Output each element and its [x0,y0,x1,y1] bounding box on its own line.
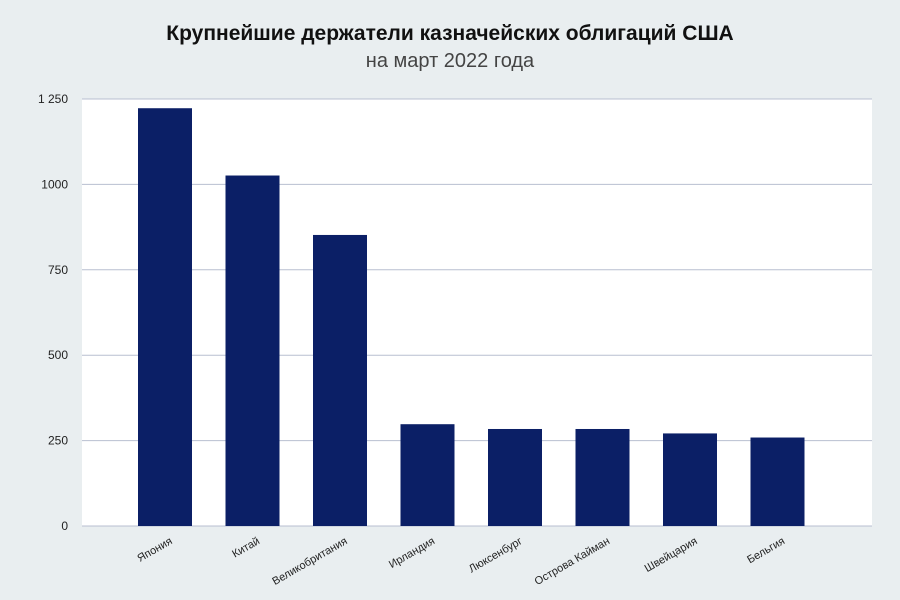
bar [313,234,367,527]
x-category-label: Китай [230,535,262,560]
grid-lines [82,98,872,527]
plot-area [82,99,872,526]
y-tick-label: 250 [48,434,68,448]
y-axis-tick-labels: 0 250 500 750 1000 1 250 [38,92,68,533]
y-tick-label: 750 [48,263,68,277]
y-tick-label: 1 250 [38,92,68,106]
x-axis-category-labels: Япония Китай Великобритания Ирландия Люксенб… [135,535,787,588]
bar [225,175,280,526]
chart-subtitle: на март 2022 года [365,50,535,72]
bar [663,433,717,526]
bars [138,108,805,527]
x-category-label: Швейцария [643,535,700,575]
bar [138,108,192,526]
bar [400,424,455,526]
x-category-label: Великобритания [270,535,349,588]
bar [488,428,542,526]
x-category-label: Люксенбург [467,535,525,575]
bar [575,428,630,526]
bar [750,437,805,526]
y-tick-label: 1000 [41,177,68,191]
x-category-label: Острова Кайман [533,535,612,588]
x-category-label: Ирландия [387,535,437,571]
chart-title: Крупнейшие держатели казначейских облига… [166,22,734,45]
x-category-label: Япония [135,535,174,565]
y-tick-label: 500 [48,348,68,362]
x-category-label: Бельгия [745,535,787,566]
y-tick-label: 0 [61,519,68,533]
